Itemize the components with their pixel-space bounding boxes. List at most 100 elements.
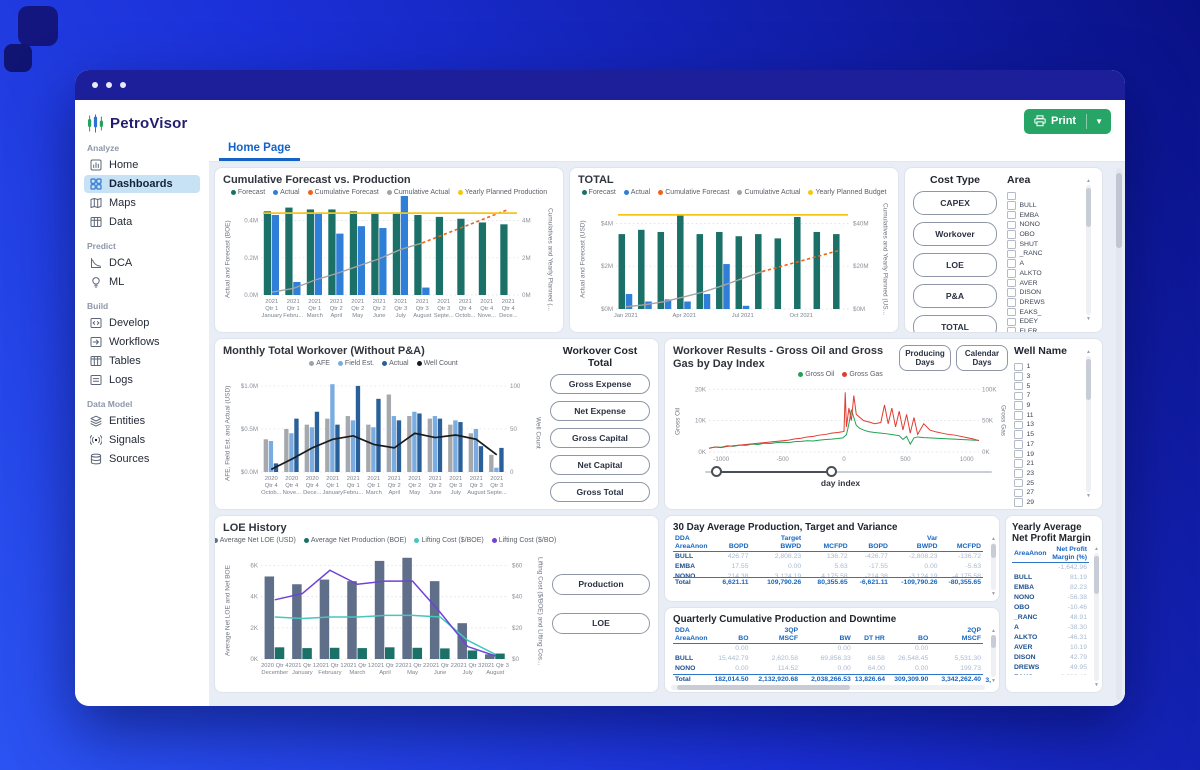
- checkbox[interactable]: [1007, 240, 1016, 249]
- sidebar-item-home[interactable]: Home: [84, 156, 200, 174]
- sidebar-item-dashboards[interactable]: Dashboards: [84, 175, 200, 193]
- checkbox[interactable]: [1007, 278, 1016, 288]
- checkbox[interactable]: [1007, 269, 1016, 278]
- checkbox[interactable]: [1014, 411, 1023, 420]
- checkbox[interactable]: [1007, 327, 1016, 332]
- print-split-button[interactable]: Print ▼: [1024, 108, 1111, 134]
- chart-title: Cumulative Forecast vs. Production: [223, 174, 411, 186]
- workover-cost-button-gross-total[interactable]: Gross Total: [550, 482, 650, 502]
- legend-item: Field Est.: [337, 360, 374, 367]
- slider-handle-right[interactable]: [826, 465, 838, 477]
- checkbox[interactable]: [1014, 381, 1023, 391]
- cost-type-button-loe[interactable]: LOE: [913, 253, 997, 277]
- toggle-button-calendar-days[interactable]: Calendar Days: [956, 345, 1008, 371]
- svg-text:$60: $60: [512, 563, 523, 570]
- day-index-range-slider[interactable]: [705, 465, 992, 478]
- checkbox[interactable]: [1014, 440, 1023, 449]
- checkbox[interactable]: [1014, 362, 1023, 372]
- table-horizontal-scrollbar[interactable]: [671, 685, 985, 690]
- table-row: ALKTO -46.31: [1014, 634, 1087, 641]
- sidebar-item-develop[interactable]: Develop: [84, 314, 200, 332]
- cost-type-button-workover[interactable]: Workover: [913, 222, 997, 246]
- workover-cost-button-net-expense[interactable]: Net Expense: [550, 401, 650, 421]
- checkbox[interactable]: [1007, 288, 1016, 297]
- checkbox[interactable]: [1014, 459, 1023, 468]
- sidebar-item-maps[interactable]: Maps: [84, 194, 200, 212]
- cost-type-button-capex[interactable]: CAPEX: [913, 191, 997, 215]
- workover-cost-button-net-capital[interactable]: Net Capital: [550, 455, 650, 475]
- checkbox[interactable]: [1007, 220, 1016, 230]
- checkbox[interactable]: [1014, 401, 1023, 410]
- loe-panel-button-production[interactable]: Production: [552, 574, 650, 595]
- page-scrollbar[interactable]: [1116, 168, 1122, 700]
- svg-text:2021: 2021: [416, 299, 429, 305]
- svg-text:$40: $40: [512, 594, 523, 601]
- svg-text:$0M: $0M: [853, 306, 865, 313]
- sidebar-item-entities[interactable]: Entities: [84, 412, 200, 430]
- workover-cost-button-net-total[interactable]: Net Total: [550, 509, 650, 510]
- svg-text:Qtr 3: Qtr 3: [490, 483, 503, 489]
- checkbox[interactable]: [1014, 430, 1023, 439]
- checkbox[interactable]: [1014, 498, 1023, 507]
- y-axis-label-right: Lifting Cost ($/BOE) and Lifting Cos...: [536, 556, 544, 666]
- checkbox[interactable]: [1007, 201, 1016, 210]
- print-button[interactable]: Print: [1024, 115, 1086, 127]
- checkbox[interactable]: [1007, 191, 1016, 201]
- sidebar-item-ml[interactable]: ML: [84, 273, 200, 291]
- workover-cost-button-gross-expense[interactable]: Gross Expense: [550, 374, 650, 394]
- window-control-dot[interactable]: [106, 82, 112, 88]
- checkbox[interactable]: [1014, 391, 1023, 401]
- area-list-scrollbar[interactable]: ▲ ▼: [1086, 178, 1091, 322]
- svg-text:Qtr 2: Qtr 2: [351, 306, 364, 312]
- lightbulb-icon: [90, 276, 102, 288]
- sidebar-item-logs[interactable]: Logs: [84, 371, 200, 389]
- well-option-9: 9: [1014, 401, 1086, 411]
- checkbox[interactable]: [1007, 210, 1016, 220]
- toggle-button-producing-days[interactable]: Producing Days: [899, 345, 951, 371]
- sidebar-item-signals[interactable]: Signals: [84, 431, 200, 449]
- checkbox[interactable]: [1007, 259, 1016, 268]
- table-scrollbar[interactable]: ▲ ▼: [1094, 546, 1099, 688]
- checkbox[interactable]: [1007, 307, 1016, 317]
- print-dropdown-caret[interactable]: ▼: [1095, 116, 1103, 126]
- workover-cost-button-gross-capital[interactable]: Gross Capital: [550, 428, 650, 448]
- tab-home-page[interactable]: Home Page: [219, 140, 300, 161]
- window-control-dot[interactable]: [120, 82, 126, 88]
- loe-panel-button-loe[interactable]: LOE: [552, 613, 650, 634]
- table-columns-icon: [90, 355, 102, 367]
- table-column-header: Net Profit Margin (%): [1052, 546, 1087, 561]
- cost-type-button-total[interactable]: TOTAL: [913, 315, 997, 332]
- sidebar-item-dca[interactable]: DCA: [84, 254, 200, 272]
- checkbox[interactable]: [1014, 420, 1023, 430]
- sidebar-item-workflows[interactable]: Workflows: [84, 333, 200, 351]
- svg-text:January: January: [322, 490, 343, 496]
- sidebar-item-sources[interactable]: Sources: [84, 450, 200, 468]
- svg-text:Qtr 1: Qtr 1: [308, 306, 321, 312]
- sidebar-section-label: Analyze: [87, 143, 120, 153]
- table-group-header: [800, 627, 853, 635]
- cost-type-button-p-a[interactable]: P&A: [913, 284, 997, 308]
- legend-item: Actual: [382, 360, 409, 367]
- checkbox[interactable]: [1014, 478, 1023, 488]
- slider-handle-left[interactable]: [710, 465, 722, 477]
- sidebar-item-data[interactable]: Data: [84, 213, 200, 231]
- checkbox[interactable]: [1007, 230, 1016, 239]
- sidebar-item-tables[interactable]: Tables: [84, 352, 200, 370]
- svg-text:Febru...: Febru...: [283, 313, 303, 319]
- window-control-dot[interactable]: [92, 82, 98, 88]
- checkbox[interactable]: [1007, 317, 1016, 327]
- checkbox[interactable]: [1014, 449, 1023, 459]
- checkbox[interactable]: [1014, 488, 1023, 498]
- svg-text:100: 100: [510, 383, 521, 390]
- petrovisor-logo-icon: [88, 114, 103, 133]
- checkbox[interactable]: [1014, 469, 1023, 478]
- well-list-scrollbar[interactable]: ▲ ▼: [1086, 349, 1091, 499]
- svg-text:0.2M: 0.2M: [244, 255, 258, 262]
- checkbox[interactable]: [1007, 249, 1016, 259]
- checkbox[interactable]: [1014, 372, 1023, 381]
- slider-track[interactable]: [705, 470, 992, 473]
- checkbox[interactable]: [1007, 298, 1016, 307]
- table-scrollbar[interactable]: ▲ ▼: [991, 536, 996, 597]
- table-scrollbar[interactable]: ▲ ▼: [991, 627, 996, 684]
- sidebar-section-label: Build: [87, 301, 109, 311]
